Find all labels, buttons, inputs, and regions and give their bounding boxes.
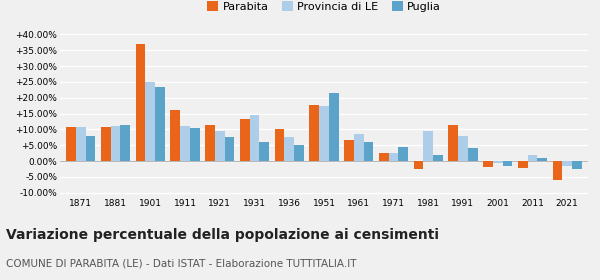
Bar bbox=[259, 142, 269, 161]
Bar bbox=[562, 161, 572, 166]
Bar bbox=[190, 128, 200, 161]
Legend: Parabita, Provincia di LE, Puglia: Parabita, Provincia di LE, Puglia bbox=[202, 0, 446, 16]
Bar bbox=[354, 134, 364, 161]
Bar bbox=[76, 127, 86, 161]
Bar bbox=[66, 127, 76, 161]
Bar bbox=[240, 119, 250, 161]
Bar bbox=[180, 126, 190, 161]
Text: Variazione percentuale della popolazione ai censimenti: Variazione percentuale della popolazione… bbox=[6, 228, 439, 242]
Bar bbox=[86, 136, 95, 161]
Bar bbox=[319, 106, 329, 161]
Bar bbox=[503, 161, 512, 166]
Bar bbox=[250, 115, 259, 161]
Bar bbox=[413, 161, 424, 169]
Bar bbox=[458, 136, 468, 161]
Bar bbox=[284, 137, 294, 161]
Bar bbox=[111, 126, 121, 161]
Bar bbox=[215, 131, 224, 161]
Bar bbox=[145, 82, 155, 161]
Bar bbox=[364, 142, 373, 161]
Bar bbox=[294, 145, 304, 161]
Bar bbox=[433, 155, 443, 161]
Bar bbox=[572, 161, 582, 169]
Bar bbox=[424, 131, 433, 161]
Bar bbox=[537, 158, 547, 161]
Bar bbox=[170, 110, 180, 161]
Bar bbox=[468, 148, 478, 161]
Bar bbox=[493, 161, 503, 163]
Bar bbox=[205, 125, 215, 161]
Bar bbox=[379, 153, 389, 161]
Bar bbox=[155, 87, 165, 161]
Bar bbox=[101, 127, 111, 161]
Bar bbox=[275, 129, 284, 161]
Bar bbox=[483, 161, 493, 167]
Bar bbox=[121, 125, 130, 161]
Bar bbox=[329, 93, 338, 161]
Bar bbox=[398, 147, 408, 161]
Bar bbox=[553, 161, 562, 180]
Bar bbox=[224, 137, 235, 161]
Bar bbox=[344, 140, 354, 161]
Text: COMUNE DI PARABITA (LE) - Dati ISTAT - Elaborazione TUTTITALIA.IT: COMUNE DI PARABITA (LE) - Dati ISTAT - E… bbox=[6, 259, 356, 269]
Bar bbox=[389, 153, 398, 161]
Bar bbox=[518, 161, 527, 168]
Bar bbox=[136, 44, 145, 161]
Bar bbox=[310, 105, 319, 161]
Bar bbox=[527, 155, 537, 161]
Bar bbox=[448, 125, 458, 161]
